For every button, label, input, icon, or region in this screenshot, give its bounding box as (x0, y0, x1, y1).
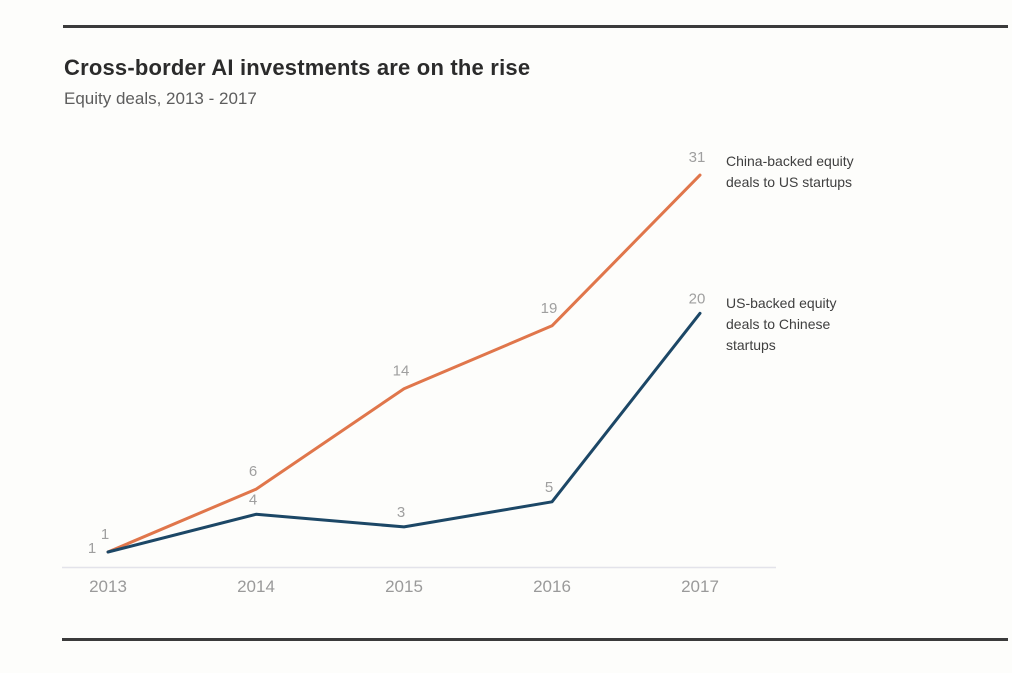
bottom-rule (62, 638, 1008, 641)
x-tick-label-2014: 2014 (237, 577, 275, 596)
series-us-backed-value-label: 20 (689, 290, 706, 307)
legend-series-china-backed: China-backed equity deals to US startups (726, 151, 854, 193)
legend-line: deals to US startups (726, 174, 853, 190)
legend-line: China-backed equity (726, 153, 854, 169)
series-us-backed-value-label: 5 (545, 479, 553, 496)
series-us-backed-value-label: 3 (397, 504, 405, 521)
chart-subtitle: Equity deals, 2013 - 2017 (64, 89, 257, 108)
series-us-backed-value-label: 1 (88, 540, 96, 557)
series-china-backed-value-label: 31 (689, 149, 706, 166)
x-tick-label-2016: 2016 (533, 577, 571, 596)
legend-series-us-backed: US-backed equity deals to Chinese startups (726, 293, 837, 356)
series-china-backed-value-label: 1 (101, 526, 109, 543)
x-tick-label-2017: 2017 (681, 577, 719, 596)
x-tick-label-2015: 2015 (385, 577, 423, 596)
top-rule (63, 25, 1008, 28)
x-tick-label-2013: 2013 (89, 577, 127, 596)
legend-line: US-backed equity (726, 295, 837, 311)
series-china-backed-value-label: 14 (393, 363, 410, 380)
chart-title: Cross-border AI investments are on the r… (64, 55, 531, 80)
series-china-backed-value-label: 19 (541, 300, 558, 317)
series-china-backed-value-label: 6 (249, 463, 257, 480)
legend-line: startups (726, 337, 776, 353)
series-china-backed (106, 173, 702, 554)
series-us-backed (106, 311, 702, 554)
legend-line: deals to Chinese (726, 316, 831, 332)
series-us-backed-value-label: 4 (249, 491, 257, 508)
